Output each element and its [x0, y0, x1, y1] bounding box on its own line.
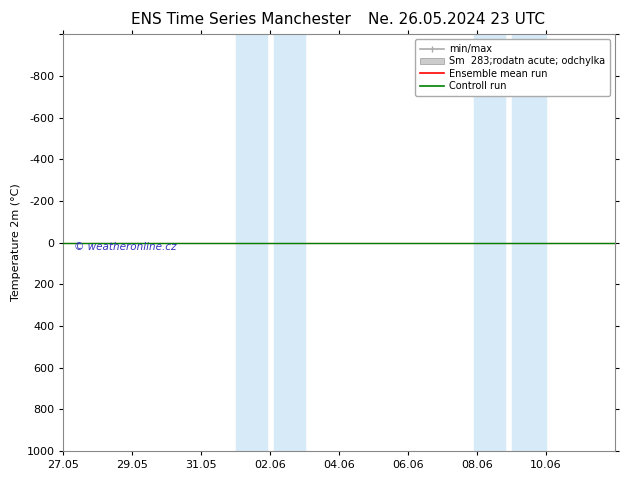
Y-axis label: Temperature 2m (°C): Temperature 2m (°C): [11, 184, 21, 301]
Bar: [512, 34, 546, 451]
Text: © weatheronline.cz: © weatheronline.cz: [74, 242, 177, 252]
Legend: min/max, Sm  283;rodatn acute; odchylka, Ensemble mean run, Controll run: min/max, Sm 283;rodatn acute; odchylka, …: [415, 39, 610, 96]
Bar: [236, 34, 267, 451]
Bar: [474, 34, 505, 451]
Text: ENS Time Series Manchester: ENS Time Series Manchester: [131, 12, 351, 27]
Text: Ne. 26.05.2024 23 UTC: Ne. 26.05.2024 23 UTC: [368, 12, 545, 27]
Bar: [274, 34, 305, 451]
